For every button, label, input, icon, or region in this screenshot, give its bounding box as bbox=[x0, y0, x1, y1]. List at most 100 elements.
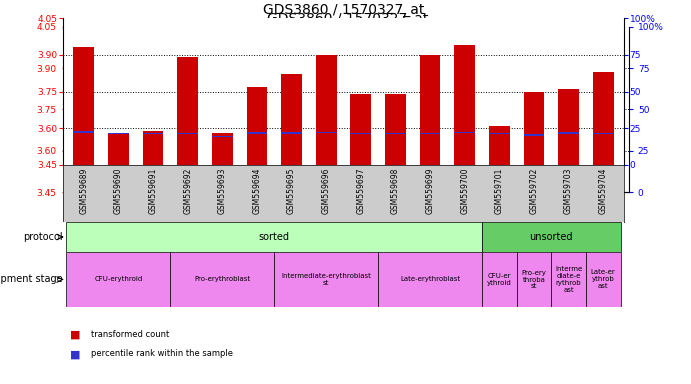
Bar bbox=[316, 132, 337, 133]
Bar bbox=[146, 156, 167, 157]
Bar bbox=[178, 133, 198, 134]
Bar bbox=[142, 131, 164, 165]
Text: sorted: sorted bbox=[258, 232, 290, 242]
Bar bbox=[586, 252, 621, 307]
Bar bbox=[319, 155, 340, 157]
Bar bbox=[454, 132, 475, 133]
Bar bbox=[389, 156, 410, 157]
Bar bbox=[247, 87, 267, 165]
Bar bbox=[73, 47, 94, 165]
Bar bbox=[389, 112, 410, 192]
Bar bbox=[281, 132, 302, 134]
Bar bbox=[178, 57, 198, 165]
Bar bbox=[108, 133, 129, 134]
Bar bbox=[316, 55, 337, 165]
Text: GSM559695: GSM559695 bbox=[287, 168, 296, 214]
Bar bbox=[598, 156, 618, 157]
Bar bbox=[76, 60, 97, 192]
Bar bbox=[419, 55, 440, 165]
Bar bbox=[285, 155, 305, 157]
Text: development stage: development stage bbox=[0, 275, 62, 285]
Bar bbox=[482, 252, 517, 307]
Bar bbox=[111, 156, 132, 192]
Bar bbox=[180, 156, 201, 157]
Bar bbox=[424, 68, 444, 192]
Bar bbox=[354, 156, 375, 157]
Bar bbox=[493, 148, 514, 192]
Bar bbox=[250, 155, 271, 157]
Text: GSM559701: GSM559701 bbox=[495, 168, 504, 214]
Text: GSM559691: GSM559691 bbox=[149, 168, 158, 214]
Bar bbox=[424, 156, 444, 157]
Bar bbox=[285, 90, 305, 192]
Text: GSM559694: GSM559694 bbox=[252, 168, 261, 214]
Bar bbox=[458, 155, 480, 157]
Bar bbox=[385, 133, 406, 134]
Bar bbox=[419, 133, 440, 134]
Text: GSM559699: GSM559699 bbox=[426, 168, 435, 214]
Bar bbox=[350, 133, 371, 134]
Bar bbox=[354, 112, 375, 192]
Bar bbox=[319, 68, 340, 192]
Title: GDS3860 / 1570327_at: GDS3860 / 1570327_at bbox=[263, 3, 424, 17]
Bar bbox=[551, 252, 586, 307]
Text: protocol: protocol bbox=[23, 232, 62, 242]
Text: Late-er
ythrob
ast: Late-er ythrob ast bbox=[591, 270, 616, 290]
Text: GSM559690: GSM559690 bbox=[114, 168, 123, 214]
Bar bbox=[528, 109, 549, 192]
Bar bbox=[489, 126, 510, 165]
Bar bbox=[108, 133, 129, 165]
Bar bbox=[598, 88, 618, 192]
Text: GSM559692: GSM559692 bbox=[183, 168, 192, 214]
Text: GSM559700: GSM559700 bbox=[460, 168, 469, 214]
Bar bbox=[66, 252, 171, 307]
Bar bbox=[350, 94, 371, 165]
Title: GDS3860 / 1570327_at: GDS3860 / 1570327_at bbox=[267, 12, 428, 26]
Text: Pro-ery
throba
st: Pro-ery throba st bbox=[522, 270, 547, 290]
Bar bbox=[562, 107, 584, 192]
Bar bbox=[212, 133, 233, 165]
Bar bbox=[76, 154, 97, 156]
Bar bbox=[66, 222, 482, 252]
Text: GSM559689: GSM559689 bbox=[79, 168, 88, 214]
Bar bbox=[454, 45, 475, 165]
Bar bbox=[378, 252, 482, 307]
Bar bbox=[489, 133, 510, 134]
Text: unsorted: unsorted bbox=[529, 232, 573, 242]
Bar bbox=[281, 74, 302, 165]
Text: GSM559697: GSM559697 bbox=[357, 168, 366, 214]
Text: CFU-er
ythroid: CFU-er ythroid bbox=[487, 273, 512, 286]
Bar bbox=[111, 156, 132, 157]
Bar bbox=[562, 156, 584, 157]
Bar bbox=[146, 154, 167, 192]
Bar bbox=[517, 252, 551, 307]
Text: Interme
diate-e
rythrob
ast: Interme diate-e rythrob ast bbox=[555, 266, 583, 293]
Bar bbox=[215, 156, 236, 192]
Text: GSM559696: GSM559696 bbox=[322, 168, 331, 214]
Text: GSM559704: GSM559704 bbox=[598, 168, 607, 214]
Text: ■: ■ bbox=[70, 330, 80, 340]
Bar bbox=[215, 159, 236, 161]
Bar bbox=[458, 57, 480, 192]
Text: GSM559703: GSM559703 bbox=[564, 168, 573, 214]
Bar bbox=[593, 72, 614, 165]
Text: GSM559702: GSM559702 bbox=[529, 168, 538, 214]
Bar bbox=[274, 252, 378, 307]
Bar bbox=[524, 134, 545, 136]
Bar bbox=[247, 132, 267, 134]
Bar bbox=[524, 91, 545, 165]
Text: GSM559698: GSM559698 bbox=[391, 168, 400, 214]
Text: CFU-erythroid: CFU-erythroid bbox=[94, 276, 142, 283]
Bar bbox=[558, 89, 579, 165]
Bar bbox=[250, 104, 271, 192]
Text: Pro-erythroblast: Pro-erythroblast bbox=[194, 276, 250, 283]
Text: transformed count: transformed count bbox=[91, 330, 169, 339]
Bar bbox=[180, 71, 201, 192]
Text: Intermediate-erythroblast
st: Intermediate-erythroblast st bbox=[281, 273, 371, 286]
Text: ■: ■ bbox=[70, 349, 80, 359]
Bar bbox=[171, 252, 274, 307]
Bar bbox=[142, 133, 164, 134]
Bar bbox=[528, 157, 549, 159]
Bar bbox=[482, 222, 621, 252]
Bar bbox=[593, 133, 614, 134]
